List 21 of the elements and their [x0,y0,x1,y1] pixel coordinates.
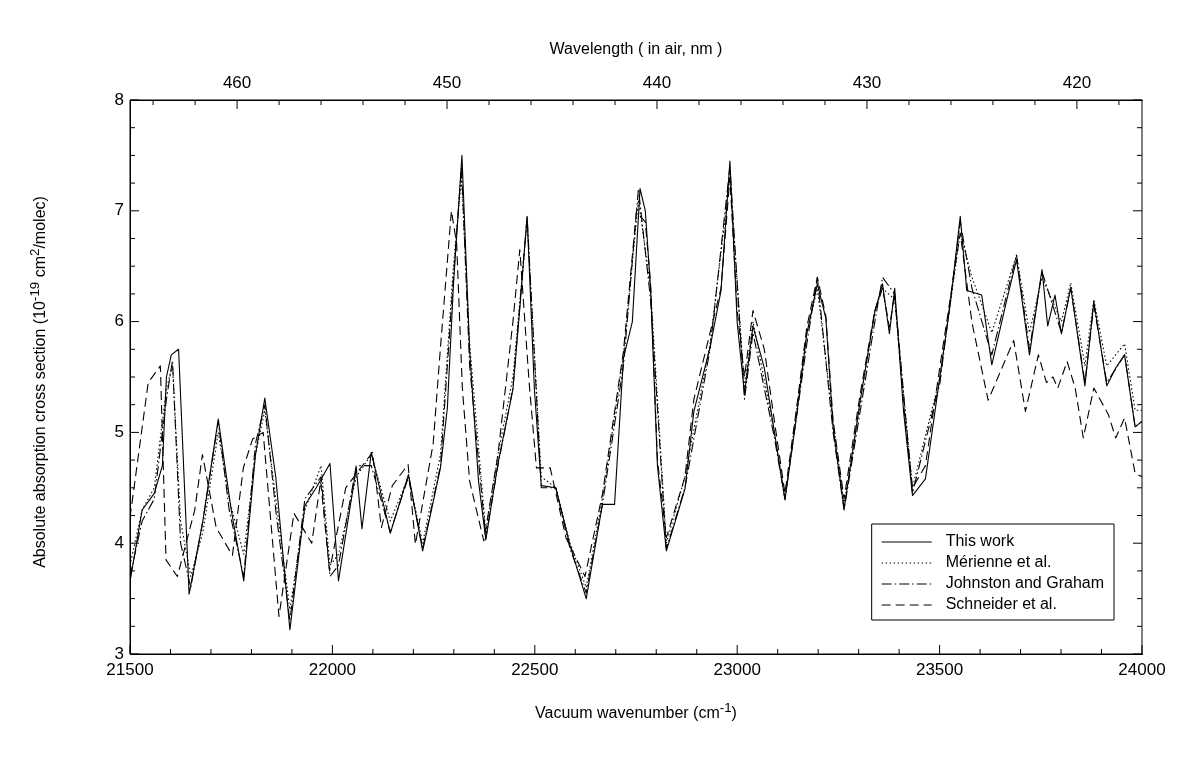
x2-tick-label: 420 [1062,73,1092,93]
x-tick-label: 24000 [1118,659,1166,679]
x-tick-label: 23000 [713,659,761,679]
x2-axis-title: Wavelength ( in air, nm ) [549,40,723,58]
x2-tick-label: 460 [222,73,252,93]
x2-tick-label: 430 [852,73,882,93]
legend-label: Schneider et al. [945,595,1057,613]
y-tick-label: 5 [114,422,124,442]
x-tick-label: 22500 [511,659,559,679]
y-tick-label: 8 [114,89,124,109]
y-tick-label: 4 [114,532,124,552]
x-axis-title: Vacuum wavenumber (cm$^{-1}$) [535,700,737,723]
legend-label: Johnston and Graham [945,574,1105,592]
x-tick-label: 22000 [308,659,357,679]
x-tick-label: 23500 [915,659,964,679]
legend-label: Mérienne et al. [945,553,1052,571]
legend-label: This work [945,532,1016,550]
x2-tick-label: 450 [432,73,462,93]
y-tick-label: 7 [114,200,124,220]
x2-tick-label: 440 [642,73,672,93]
y-tick-label: 6 [114,311,124,331]
